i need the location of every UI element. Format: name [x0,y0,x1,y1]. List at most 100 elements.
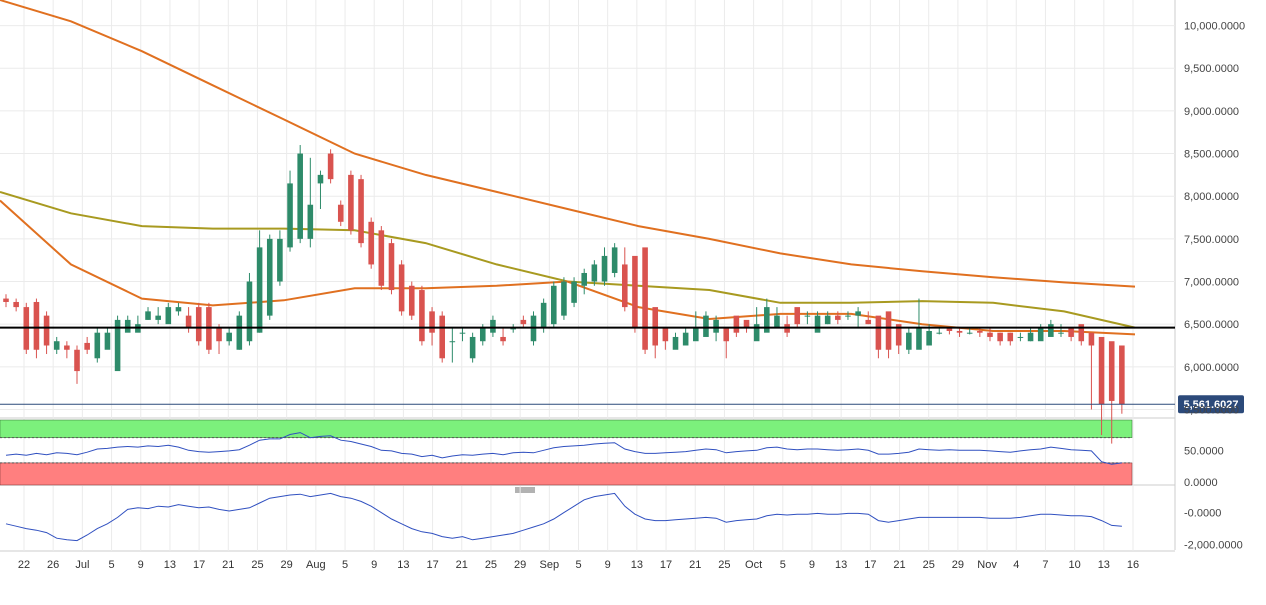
candle-body [946,328,953,331]
date-tick-label: 25 [251,559,263,571]
candle-body [266,238,273,316]
date-tick-label: 26 [47,559,59,571]
candle-body [591,264,598,282]
candle-body [1017,336,1024,338]
candle-body [662,328,669,342]
candle-body [236,315,243,350]
candle-body [601,255,608,282]
price-panel [0,0,1175,418]
candle-body [145,311,151,320]
macd-tick-label: -2,000.0000 [1184,540,1243,552]
date-tick-label: 29 [952,559,964,571]
date-tick-label: 13 [835,559,847,571]
candle-body [358,179,364,244]
date-tick-label: 29 [514,559,526,571]
candle-body [165,307,172,325]
candle-body [74,349,80,372]
candle-body [84,342,90,350]
candle-body [1027,332,1034,342]
candle-body [287,183,293,248]
rsi-oversold-zone [0,462,1133,486]
date-tick-label: 25 [923,559,935,571]
date-tick-label: 17 [426,559,438,571]
candle-body [510,328,516,330]
candle-body [419,290,425,342]
panel-resize-handle-2[interactable] [515,487,535,493]
candle-body [774,315,780,329]
candle-body [642,247,648,350]
candle-body [561,281,567,316]
date-tick-label: 9 [371,559,377,571]
date-tick-label: 13 [397,559,409,571]
rsi-overbought-zone [0,419,1133,438]
date-tick-label: Aug [306,559,326,571]
price-tick-label: 7,500.0000 [1184,234,1239,246]
candle-body [3,298,9,302]
candle-body [1048,324,1054,337]
candle-body [114,319,121,372]
candle-body [845,315,851,317]
candle-body [124,319,131,333]
date-tick-label: 9 [138,559,144,571]
rsi-tick-label: 50.0000 [1184,445,1224,457]
grid-lines [0,0,1175,551]
date-tick-label: 13 [164,559,176,571]
candle-body [550,285,557,325]
rsi-panel: 50.0000 0.0000 [0,419,1224,489]
candle-body [378,230,385,286]
candle-body [753,324,760,342]
date-tick-label: 25 [485,559,497,571]
date-tick-label: 5 [780,559,786,571]
candle-body [966,332,973,334]
candle-body [1078,324,1085,342]
candle-body [652,307,659,346]
date-tick-label: Sep [540,559,560,571]
date-tick-label: 5 [575,559,581,571]
candle-body [520,319,527,325]
candle-body [1098,336,1105,405]
candle-body [713,319,719,333]
candle-body [155,315,161,320]
date-tick-label: 5 [342,559,348,571]
candle-body [1037,328,1044,342]
date-tick-label: 9 [605,559,611,571]
candle-body [804,315,811,317]
candle-body [459,332,466,334]
price-tick-label: 9,500.0000 [1184,63,1239,75]
candle-body [449,341,456,343]
candle-body [104,332,111,350]
candle-body [977,330,983,333]
candle-body [388,243,395,291]
candle-body [956,330,963,333]
date-tick-label: 25 [718,559,730,571]
macd-line [5,492,1122,542]
candle-body [175,307,182,312]
candle-body [936,332,943,334]
candle-body [226,332,232,342]
price-tick-label: 5,500.0000 [1184,404,1239,416]
date-tick-label: 29 [281,559,293,571]
candle-body [855,311,861,316]
candle-body [256,247,263,333]
candle-body [703,315,709,337]
date-tick-label: 21 [689,559,701,571]
current-price-label: 5,561.6027 [1183,399,1238,411]
date-tick-label: 21 [893,559,905,571]
date-tick-label: 7 [1042,559,1048,571]
candle-body [835,315,841,320]
candle-body [479,328,486,342]
candle-body [317,174,324,184]
rsi-line [5,432,1122,465]
candle-body [885,311,892,350]
date-tick-label: 17 [193,559,205,571]
candle-body [622,264,628,308]
candle-body [682,332,689,346]
candle-body [439,315,445,359]
price-tick-label: 6,500.0000 [1184,319,1239,331]
price-tick-label: 10,000.0000 [1184,21,1245,33]
candle-body [1119,345,1125,405]
price-tick-label: 8,500.0000 [1184,149,1239,161]
candle-body [540,302,547,329]
